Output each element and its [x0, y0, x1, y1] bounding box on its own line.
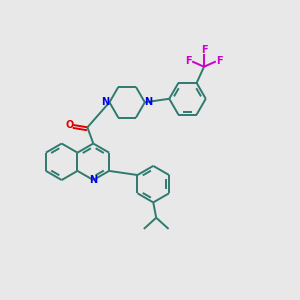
Text: N: N: [102, 97, 110, 107]
Text: N: N: [89, 175, 97, 185]
Text: O: O: [65, 120, 74, 130]
Text: F: F: [185, 56, 191, 67]
Text: F: F: [201, 45, 207, 55]
Text: F: F: [217, 56, 223, 67]
Text: N: N: [145, 97, 153, 107]
